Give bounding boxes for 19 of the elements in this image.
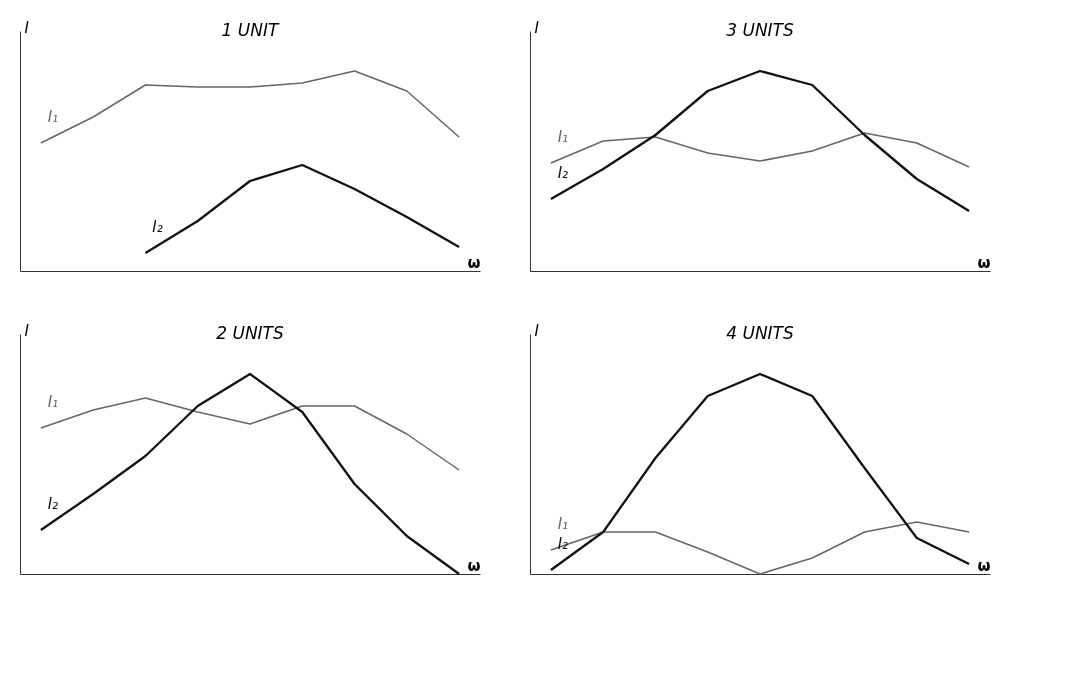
x-axis-title: ω xyxy=(977,556,991,575)
series-label: I₂ xyxy=(47,495,59,513)
series-label: I₁ xyxy=(557,515,569,533)
chart-title: 3 UNITS xyxy=(726,20,794,40)
y-axis-title: I xyxy=(534,321,540,340)
chart-title: 1 UNIT xyxy=(221,20,280,40)
series-label: I₁ xyxy=(557,128,569,146)
x-axis-title: ω xyxy=(977,253,991,272)
y-axis-title: I xyxy=(24,321,30,340)
x-axis-title: ω xyxy=(467,556,481,575)
x-axis-title: ω xyxy=(467,253,481,272)
y-axis-title: I xyxy=(24,18,30,37)
chart-title: 2 UNITS xyxy=(216,323,284,343)
series-label: I₂ xyxy=(152,218,163,236)
chart-title: 4 UNITS xyxy=(726,323,794,343)
series-label: I₁ xyxy=(47,108,59,126)
y-axis-title: I xyxy=(534,18,540,37)
series-label: I₂ xyxy=(557,164,569,182)
series-label: I₁ xyxy=(47,393,59,411)
